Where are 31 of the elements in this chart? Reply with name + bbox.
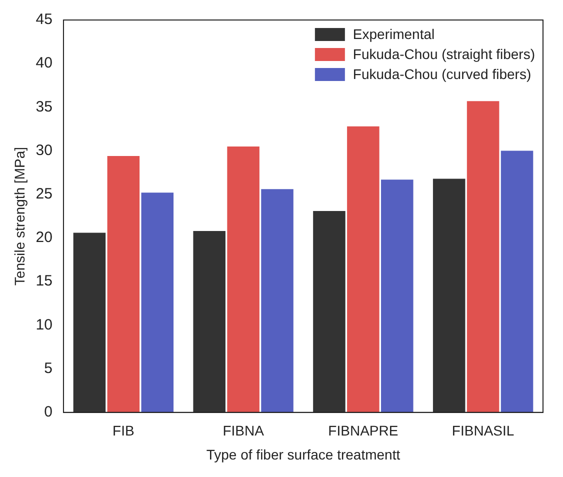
legend-label: Fukuda-Chou (straight fibers) bbox=[352, 46, 536, 62]
x-tick-label: FIBNASIL bbox=[452, 422, 514, 439]
bar bbox=[313, 210, 346, 412]
bar bbox=[432, 178, 466, 412]
bar bbox=[227, 146, 260, 412]
y-axis-title: Tensile strength [MPa] bbox=[11, 146, 28, 286]
bar bbox=[193, 231, 226, 412]
y-tick-label: 10 bbox=[36, 316, 52, 334]
x-axis-title: Type of fiber surface treatmentt bbox=[206, 446, 400, 462]
y-tick-label: 5 bbox=[44, 360, 52, 377]
y-tick-label: 20 bbox=[36, 229, 52, 246]
y-tick-label: 45 bbox=[36, 11, 52, 28]
bar bbox=[73, 232, 106, 412]
x-tick-label: FIBNA bbox=[222, 422, 265, 439]
bar bbox=[466, 101, 500, 412]
bar bbox=[381, 180, 414, 412]
x-tick-label: FIBNAPRE bbox=[328, 422, 398, 439]
y-tick-label: 15 bbox=[36, 272, 52, 290]
legend-label: Experimental bbox=[352, 26, 435, 42]
y-tick-label: 30 bbox=[36, 142, 52, 159]
y-tick-label: 35 bbox=[36, 98, 52, 116]
y-tick-label: 25 bbox=[36, 186, 52, 203]
bar bbox=[347, 126, 380, 412]
bar bbox=[261, 189, 294, 412]
bar bbox=[141, 192, 174, 412]
legend-label: Fukuda-Chou (curved fibers) bbox=[352, 66, 532, 82]
x-tick-label: FIB bbox=[112, 422, 134, 439]
y-tick-label: 40 bbox=[36, 54, 52, 72]
bar bbox=[107, 156, 140, 412]
bar bbox=[500, 150, 534, 412]
y-tick-label: 0 bbox=[44, 404, 52, 421]
